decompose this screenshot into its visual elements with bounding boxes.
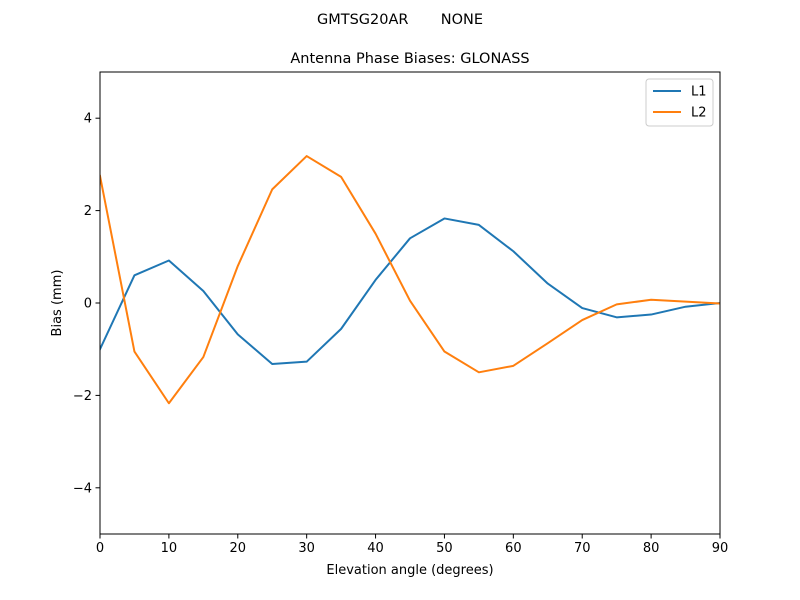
x-tick-label: 0: [96, 541, 104, 556]
plot-area: [100, 72, 720, 534]
x-tick-label: 40: [367, 541, 384, 556]
x-tick-label: 20: [230, 541, 247, 556]
series-group: [100, 155, 720, 405]
series-line-l1: [100, 217, 720, 365]
x-tick-label: 70: [574, 541, 591, 556]
axes-frame: [99, 71, 721, 535]
legend-label-l1: L1: [691, 85, 707, 100]
x-tick-label: 10: [161, 541, 178, 556]
axes-group: 0 10 20 30 40 50 60 70 80 90 −4 −2 0 2 4: [73, 71, 729, 556]
x-tick-label: 90: [712, 541, 729, 556]
y-tick-label: 0: [84, 297, 92, 312]
x-tick-label: 30: [298, 541, 315, 556]
x-tick-label: 60: [505, 541, 522, 556]
y-tick-label: −4: [73, 481, 92, 496]
series-line-l2: [100, 155, 720, 405]
plot-background: [100, 72, 720, 534]
x-axis-label: Elevation angle (degrees): [326, 563, 493, 578]
legend-label-l2: L2: [691, 106, 707, 121]
x-tick-label: 80: [643, 541, 660, 556]
y-tick-label: 4: [84, 112, 92, 127]
y-tick-label: −2: [73, 389, 92, 404]
y-axis-label: Bias (mm): [50, 270, 65, 337]
figure-suptitle: GMTSG20AR NONE: [317, 12, 483, 28]
y-tick-label: 2: [84, 204, 92, 219]
x-tick-label: 50: [436, 541, 453, 556]
chart-title: Antenna Phase Biases: GLONASS: [290, 51, 529, 67]
